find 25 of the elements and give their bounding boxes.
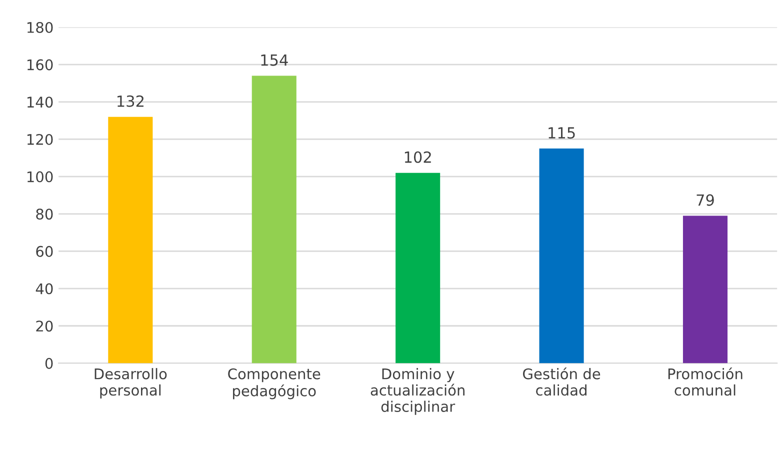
x-tick-label: Componente pedagógico: [228, 368, 320, 400]
data-label: 115: [548, 127, 575, 139]
bar: [252, 76, 296, 364]
y-tick-label: 180: [27, 22, 53, 33]
y-tick-label: 20: [36, 320, 53, 332]
data-label: 132: [118, 95, 144, 107]
x-tick-label: Gestión de calidad: [523, 367, 600, 396]
y-tick-label: 100: [27, 171, 53, 182]
y-tick-label: 120: [27, 134, 53, 145]
x-tick-label: Desarrollo personal: [94, 368, 167, 399]
bar: [108, 116, 153, 364]
y-tick-label: 40: [36, 283, 53, 294]
y-tick-label: 160: [27, 59, 53, 70]
bar: [539, 148, 584, 364]
y-tick-label: 140: [27, 96, 53, 108]
bar: [682, 216, 728, 364]
x-tick-label: Promoción comunal: [668, 367, 742, 396]
x-tick-label: Dominio y actualización disciplinar: [370, 368, 464, 415]
y-tick-label: 60: [36, 246, 53, 257]
data-label: 154: [261, 54, 288, 66]
y-tick-label: 0: [45, 358, 53, 369]
bar: [396, 172, 440, 364]
data-label: 102: [404, 151, 431, 163]
data-label: 79: [696, 194, 714, 206]
y-tick-label: 80: [36, 208, 53, 220]
